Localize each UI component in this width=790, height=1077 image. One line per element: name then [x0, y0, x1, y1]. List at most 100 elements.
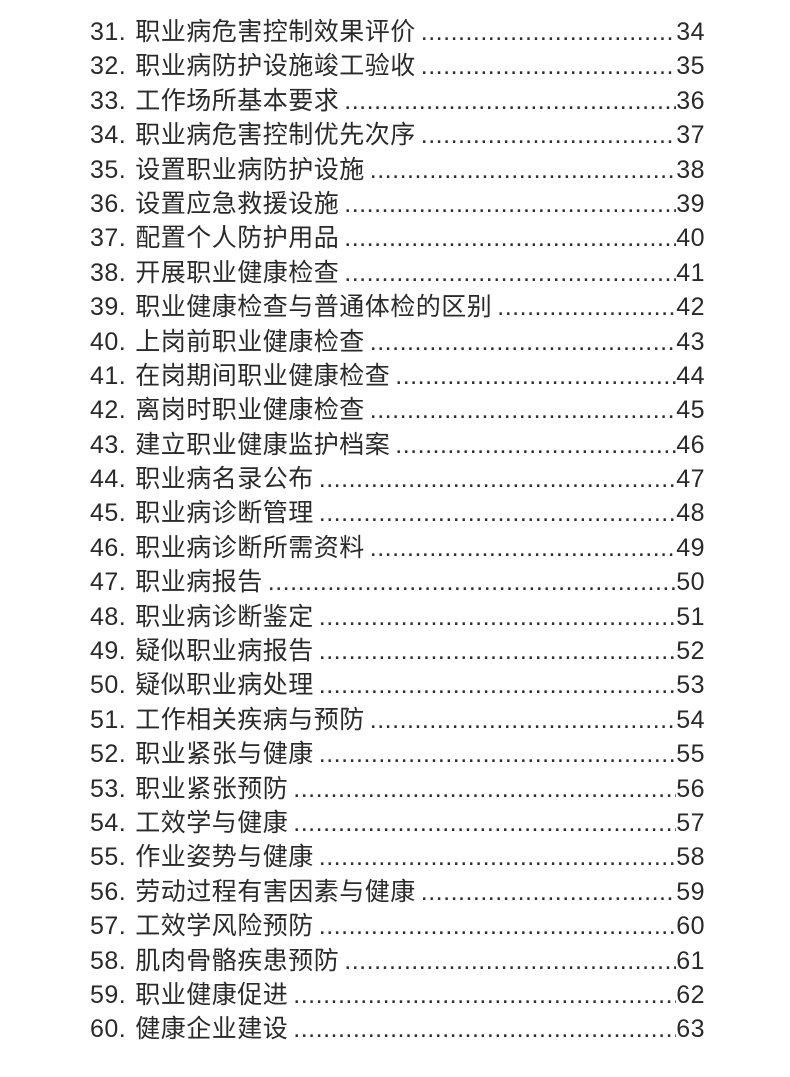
- dot-leader: [268, 565, 676, 599]
- dot-leader: [395, 359, 676, 393]
- dot-leader: [319, 496, 676, 530]
- toc-entry[interactable]: 35. 设置职业病防护设施 38: [90, 153, 705, 187]
- toc-entry[interactable]: 43. 建立职业健康监护档案 46: [90, 428, 705, 462]
- toc-entry-title: 职业病防护设施竣工验收: [135, 52, 416, 81]
- toc-entry-page: 59: [676, 877, 705, 906]
- toc-entry[interactable]: 51. 工作相关疾病与预防 54: [90, 703, 705, 737]
- dot-leader: [421, 15, 676, 49]
- toc-entry[interactable]: 56. 劳动过程有害因素与健康 59: [90, 875, 705, 909]
- toc-entry-number: 35.: [90, 155, 127, 184]
- toc-entry[interactable]: 60. 健康企业建设 63: [90, 1012, 705, 1046]
- toc-entry-title: 疑似职业病处理: [135, 671, 314, 700]
- toc-entry-page: 39: [676, 189, 705, 218]
- toc-entry-title: 职业病诊断鉴定: [135, 602, 314, 631]
- toc-entry-number: 43.: [90, 430, 127, 459]
- toc-entry-number: 31.: [90, 18, 127, 46]
- dot-leader: [319, 909, 676, 943]
- toc-entry[interactable]: 41. 在岗期间职业健康检查 44: [90, 359, 705, 393]
- toc-entry[interactable]: 49. 疑似职业病报告 52: [90, 634, 705, 668]
- toc-entry-number: 37.: [90, 224, 127, 253]
- dot-leader: [344, 944, 676, 978]
- dot-leader: [319, 840, 676, 874]
- toc-entry-number: 50.: [90, 671, 127, 700]
- toc-entry[interactable]: 57. 工效学风险预防 60: [90, 909, 705, 943]
- toc-entry-number: 40.: [90, 327, 127, 356]
- toc-entry[interactable]: 59. 职业健康促进 62: [90, 978, 705, 1012]
- toc-entry-page: 58: [676, 843, 705, 872]
- toc-entry-page: 38: [676, 155, 705, 184]
- toc-entry-page: 61: [676, 946, 705, 975]
- dot-leader: [293, 1012, 676, 1046]
- toc-entry-title: 职业病名录公布: [135, 465, 314, 494]
- toc-entry-number: 38.: [90, 258, 127, 287]
- toc-entry-page: 37: [676, 121, 705, 150]
- toc-entry[interactable]: 31. 职业病危害控制效果评价 34: [90, 15, 705, 49]
- toc-entry[interactable]: 55. 作业姿势与健康 58: [90, 840, 705, 874]
- toc-entry-number: 34.: [90, 121, 127, 150]
- toc-entry-title: 设置应急救援设施: [135, 189, 340, 218]
- toc-entry[interactable]: 34. 职业病危害控制优先次序 37: [90, 118, 705, 152]
- toc-entry-page: 36: [676, 86, 705, 115]
- toc-entry-number: 42.: [90, 396, 127, 425]
- toc-entry-number: 49.: [90, 637, 127, 666]
- toc-entry-title: 设置职业病防护设施: [135, 155, 365, 184]
- toc-entry[interactable]: 50. 疑似职业病处理 53: [90, 668, 705, 702]
- dot-leader: [421, 875, 676, 909]
- toc-entry-page: 40: [676, 224, 705, 253]
- dot-leader: [319, 634, 676, 668]
- toc-entry-title: 职业健康促进: [135, 980, 289, 1009]
- toc-entry[interactable]: 37. 配置个人防护用品 40: [90, 221, 705, 255]
- toc-entry[interactable]: 54. 工效学与健康 57: [90, 806, 705, 840]
- toc-entry-page: 53: [676, 671, 705, 700]
- toc-entry-number: 52.: [90, 740, 127, 769]
- toc-entry[interactable]: 47. 职业病报告 50: [90, 565, 705, 599]
- toc-entry-number: 45.: [90, 499, 127, 528]
- toc-entry-page: 47: [676, 465, 705, 494]
- toc-entry-page: 52: [676, 637, 705, 666]
- toc-entry[interactable]: 53. 职业紧张预防 56: [90, 772, 705, 806]
- toc-entry-number: 46.: [90, 533, 127, 562]
- toc-entry-number: 51.: [90, 705, 127, 734]
- toc-entry-title: 职业病危害控制优先次序: [135, 121, 416, 150]
- toc-entry[interactable]: 36. 设置应急救援设施 39: [90, 187, 705, 221]
- toc-entry-title: 上岗前职业健康检查: [135, 327, 365, 356]
- toc-entry[interactable]: 40. 上岗前职业健康检查 43: [90, 325, 705, 359]
- toc-entry-page: 34: [676, 18, 705, 46]
- toc-entry-number: 33.: [90, 86, 127, 115]
- dot-leader: [319, 737, 676, 771]
- toc-entry-title: 在岗期间职业健康检查: [135, 361, 391, 390]
- toc-entry-title: 劳动过程有害因素与健康: [135, 877, 416, 906]
- toc-entry-page: 55: [676, 740, 705, 769]
- toc-entry-page: 60: [676, 912, 705, 941]
- toc-entry[interactable]: 52. 职业紧张与健康 55: [90, 737, 705, 771]
- toc-entry[interactable]: 32. 职业病防护设施竣工验收 35: [90, 49, 705, 83]
- toc-entry-number: 55.: [90, 843, 127, 872]
- toc-entry[interactable]: 33. 工作场所基本要求 36: [90, 84, 705, 118]
- toc-entry-title: 职业病诊断管理: [135, 499, 314, 528]
- toc-entry-title: 职业紧张预防: [135, 774, 289, 803]
- toc-entry-page: 45: [676, 396, 705, 425]
- toc-entry-page: 50: [676, 568, 705, 597]
- toc-entry[interactable]: 45. 职业病诊断管理 48: [90, 496, 705, 530]
- toc-entry[interactable]: 39. 职业健康检查与普通体检的区别 42: [90, 290, 705, 324]
- toc-entry[interactable]: 48. 职业病诊断鉴定 51: [90, 600, 705, 634]
- toc-entry[interactable]: 44. 职业病名录公布 47: [90, 462, 705, 496]
- toc-entry[interactable]: 58. 肌肉骨骼疾患预防 61: [90, 944, 705, 978]
- toc-entry-page: 48: [676, 499, 705, 528]
- toc-entry-number: 60.: [90, 1015, 127, 1044]
- toc-entry-page: 57: [676, 808, 705, 837]
- toc-entry-number: 44.: [90, 465, 127, 494]
- toc-entry-title: 工作相关疾病与预防: [135, 705, 365, 734]
- toc-entry-title: 工作场所基本要求: [135, 86, 340, 115]
- toc-entry-number: 36.: [90, 189, 127, 218]
- dot-leader: [370, 703, 676, 737]
- toc-entry[interactable]: 42. 离岗时职业健康检查 45: [90, 393, 705, 427]
- table-of-contents: 31. 职业病危害控制效果评价 34 32. 职业病防护设施竣工验收 35 33…: [90, 15, 705, 1047]
- toc-entry[interactable]: 46. 职业病诊断所需资料 49: [90, 531, 705, 565]
- toc-entry-page: 46: [676, 430, 705, 459]
- toc-entry-title: 职业病诊断所需资料: [135, 533, 365, 562]
- toc-entry-title: 作业姿势与健康: [135, 843, 314, 872]
- toc-entry[interactable]: 38. 开展职业健康检查 41: [90, 256, 705, 290]
- toc-entry-page: 41: [676, 258, 705, 287]
